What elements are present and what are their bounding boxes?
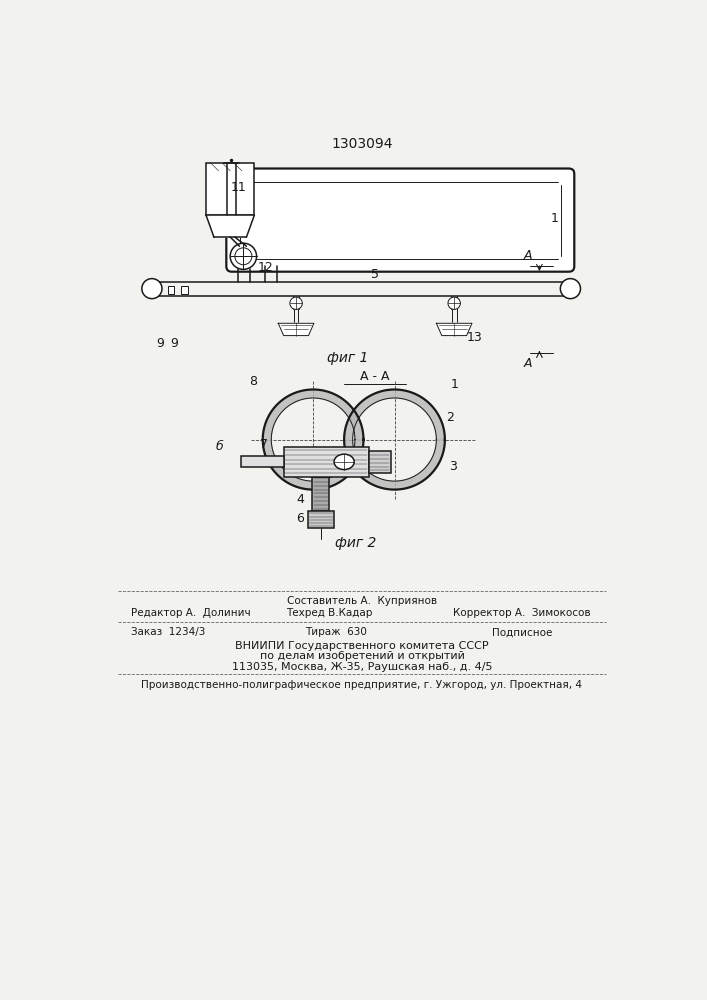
Bar <box>241 456 284 467</box>
Text: 1: 1 <box>550 212 558 225</box>
Polygon shape <box>279 323 314 336</box>
Text: 8: 8 <box>249 375 257 388</box>
Bar <box>308 511 334 528</box>
Text: Подписное: Подписное <box>492 627 553 637</box>
Text: 5: 5 <box>371 267 379 280</box>
Ellipse shape <box>334 454 354 470</box>
Text: Производственно-полиграфическое предприятие, г. Ужгород, ул. Проектная, 4: Производственно-полиграфическое предприя… <box>141 680 583 690</box>
Text: по делам изобретений и открытий: по делам изобретений и открытий <box>259 651 464 661</box>
Bar <box>369 451 391 473</box>
Text: 2: 2 <box>446 411 454 424</box>
Text: Техред В.Кадар: Техред В.Кадар <box>286 608 373 618</box>
Circle shape <box>230 243 257 269</box>
Text: Тираж  630: Тираж 630 <box>305 627 368 637</box>
Polygon shape <box>206 215 255 237</box>
Text: 7: 7 <box>260 438 268 451</box>
Text: A: A <box>523 357 532 370</box>
Circle shape <box>448 297 460 309</box>
Text: Корректор А.  Зимокосов: Корректор А. Зимокосов <box>452 608 590 618</box>
Text: 6: 6 <box>296 512 304 525</box>
Text: 9: 9 <box>156 337 165 350</box>
Circle shape <box>142 279 162 299</box>
Text: A: A <box>523 249 532 262</box>
Circle shape <box>235 248 252 265</box>
Text: фиг 1: фиг 1 <box>327 351 368 365</box>
Text: б: б <box>216 440 223 453</box>
Bar <box>206 163 255 215</box>
Circle shape <box>290 297 303 309</box>
Bar <box>284 447 369 477</box>
Polygon shape <box>344 390 445 490</box>
Text: фиг 2: фиг 2 <box>335 536 376 550</box>
Text: 3: 3 <box>449 460 457 473</box>
Text: ВНИИПИ Государственного комитета СССР: ВНИИПИ Государственного комитета СССР <box>235 641 489 651</box>
Polygon shape <box>436 323 472 336</box>
Bar <box>168 286 175 294</box>
Bar <box>312 464 329 477</box>
Text: 4: 4 <box>296 493 304 506</box>
Circle shape <box>561 279 580 299</box>
Polygon shape <box>263 390 363 490</box>
Text: 1: 1 <box>451 378 459 391</box>
Text: Составитель А.  Куприянов: Составитель А. Куприянов <box>287 596 437 606</box>
FancyBboxPatch shape <box>226 169 574 272</box>
Text: 9: 9 <box>170 337 178 350</box>
Text: Заказ  1234/3: Заказ 1234/3 <box>131 627 205 637</box>
Text: 113035, Москва, Ж-35, Раушская наб., д. 4/5: 113035, Москва, Ж-35, Раушская наб., д. … <box>232 662 492 672</box>
Text: 12: 12 <box>257 261 273 274</box>
Text: 11: 11 <box>230 181 246 194</box>
Bar <box>312 477 329 511</box>
Bar <box>182 286 187 294</box>
Text: 1303094: 1303094 <box>331 137 392 151</box>
Text: Редактор А.  Долинич: Редактор А. Долинич <box>131 608 250 618</box>
Text: А - А: А - А <box>361 370 390 383</box>
Text: 13: 13 <box>467 331 482 344</box>
